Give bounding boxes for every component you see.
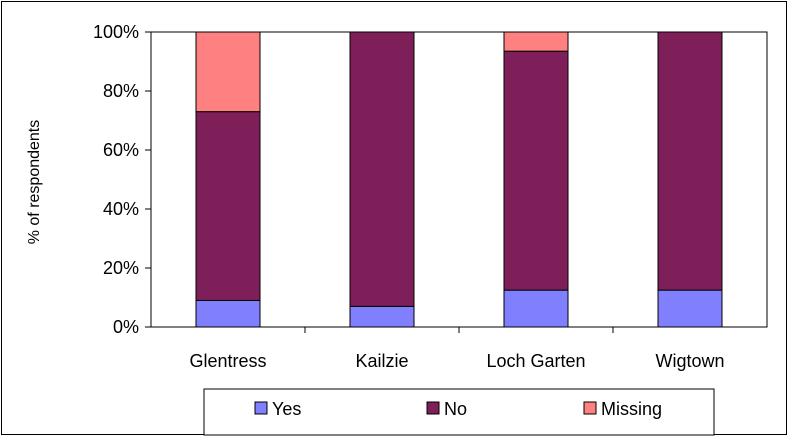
bar-segment-yes (657, 289, 723, 328)
legend-label: Yes (272, 399, 301, 419)
bar-segment-missing (195, 31, 261, 113)
bar-segment-no (195, 111, 261, 301)
legend (203, 388, 715, 436)
legend-swatch-yes (254, 401, 268, 415)
x-tick-label: Kailzie (355, 351, 408, 371)
bar-segment-yes (195, 299, 261, 328)
y-tick-label: 100% (93, 22, 139, 42)
legend-swatch-no (426, 401, 440, 415)
x-tick-label: Loch Garten (486, 351, 585, 371)
bar-segment-yes (503, 289, 569, 328)
y-axis-label: % of respondents (26, 120, 43, 245)
y-axis: 0% 20% 40% 60% 80% 100% (93, 22, 151, 337)
x-tick-label: Wigtown (655, 351, 724, 371)
y-tick-label: 40% (103, 199, 139, 219)
x-tick-label: Glentress (189, 351, 266, 371)
y-tick-label: 20% (103, 258, 139, 278)
bar-segment-no (349, 31, 415, 307)
legend-label: No (444, 399, 467, 419)
legend-label: Missing (601, 399, 662, 419)
bar-segment-missing (503, 31, 569, 52)
x-axis: Glentress Kailzie Loch Garten Wigtown (189, 327, 725, 371)
y-tick-label: 60% (103, 140, 139, 160)
bar-segment-no (657, 31, 723, 291)
y-tick-label: 0% (113, 317, 139, 337)
legend-items: Yes No Missing (254, 399, 662, 419)
y-tick-label: 80% (103, 81, 139, 101)
bar-segment-no (503, 50, 569, 291)
bars (195, 31, 723, 328)
legend-swatch-missing (583, 401, 597, 415)
bar-segment-yes (349, 305, 415, 328)
